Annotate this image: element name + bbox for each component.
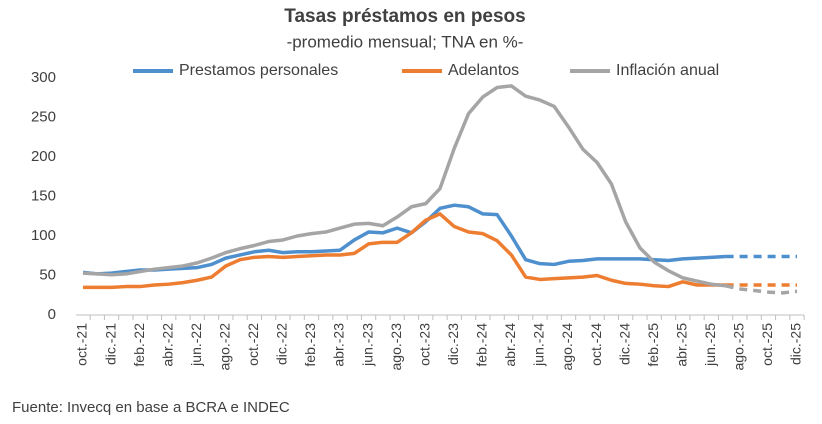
x-tick-label: dic.-24	[616, 323, 632, 365]
legend-label: Prestamos personales	[179, 62, 338, 79]
x-tick-label: feb.-22	[131, 323, 147, 367]
x-tick-label: abr.-25	[673, 323, 689, 367]
x-tick-label: jun.-22	[188, 323, 204, 367]
x-tick-label: feb.-24	[474, 323, 490, 367]
y-tick-label: 300	[31, 69, 56, 86]
source: Fuente: Invecq en base a BCRA e INDEC	[12, 399, 290, 416]
line	[82, 84, 726, 288]
legend-label: Adelantos	[448, 62, 519, 79]
x-tick-label: jun.-25	[702, 323, 718, 367]
chart-subtitle: -promedio mensual; TNA en %-	[287, 32, 524, 51]
x-tick-label: feb.-25	[645, 323, 661, 367]
x-tick-label: oct.-25	[759, 323, 775, 366]
y-tick-label: 150	[31, 187, 56, 204]
x-tick-label: oct.-22	[245, 323, 261, 366]
y-tick-label: 0	[48, 306, 56, 323]
chart-title: Tasas préstamos en pesos	[284, 6, 525, 27]
x-tick-label: dic.-23	[445, 323, 461, 365]
x-tick-label: dic.-22	[274, 323, 290, 365]
x-tick-label: ago.-25	[731, 323, 747, 371]
x-tick-label: jun.-24	[531, 323, 547, 367]
line	[83, 212, 726, 290]
x-tick-label: ago.-22	[217, 323, 233, 371]
x-tick-label: oct.-24	[588, 323, 604, 366]
x-tick-label: feb.-23	[302, 323, 318, 367]
x-tick-label: abr.-24	[502, 323, 518, 367]
line	[725, 284, 798, 295]
y-tick-label: 100	[31, 227, 56, 244]
x-tick-label: dic.-25	[788, 323, 804, 365]
line	[82, 203, 726, 276]
x-tick-label: oct.-21	[74, 323, 90, 366]
x-tick-label: dic.-21	[102, 323, 118, 365]
y-tick-label: 50	[39, 266, 56, 283]
y-tick-label: 200	[31, 148, 56, 165]
legend-label: Inflación anual	[616, 62, 719, 79]
x-tick-label: jun.-23	[359, 323, 375, 367]
x-tick-label: oct.-23	[416, 323, 432, 366]
x-tick-label: abr.-22	[159, 323, 175, 367]
x-tick-label: ago.-24	[559, 323, 575, 371]
x-tick-label: abr.-23	[331, 323, 347, 367]
y-tick-label: 250	[31, 108, 56, 125]
x-tick-label: ago.-23	[388, 323, 404, 371]
